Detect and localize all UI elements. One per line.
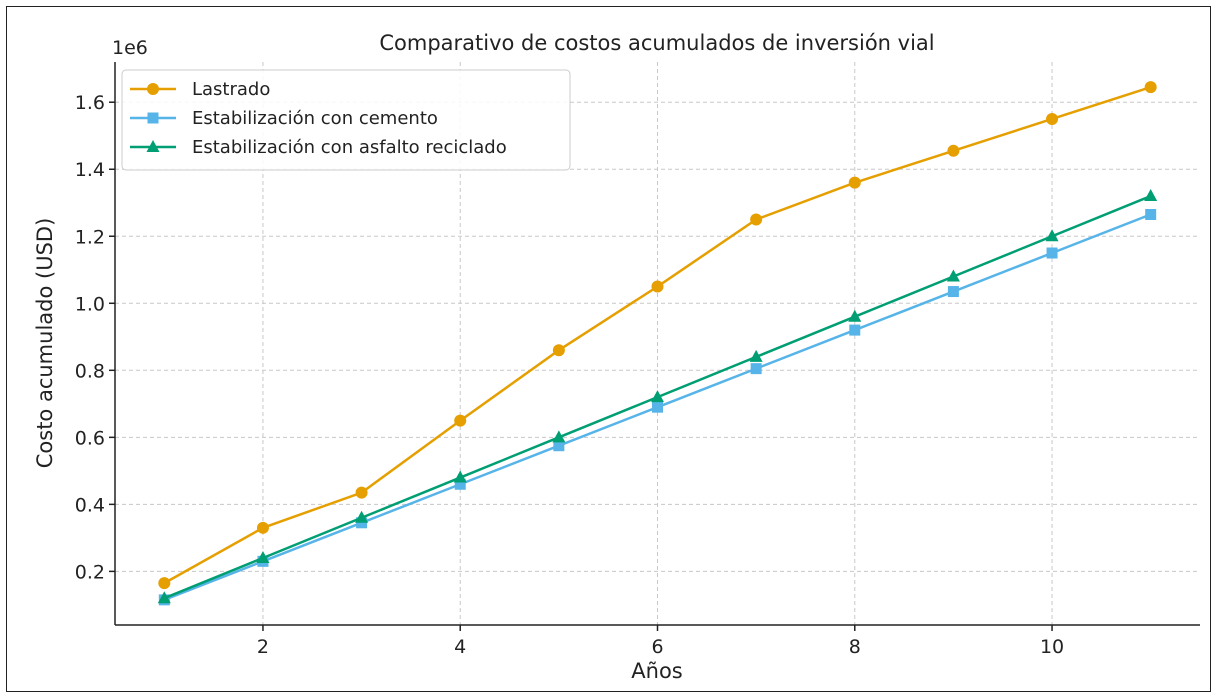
tick-layer: 2 4 6 8 10 0.2 0.4 0.6 0.8 1.0 1.2 1.4 1.6 [75, 92, 1064, 658]
y-tick-label: 1.2 [75, 226, 105, 248]
y-offset-label: 1e6 [112, 37, 148, 59]
data-point [553, 440, 565, 452]
legend-label: Estabilización con asfalto reciclado [192, 137, 507, 158]
data-point [750, 363, 762, 375]
legend-items: Lastrado Estabilización con cemento Estabi… [130, 79, 507, 158]
series-2 [157, 189, 1158, 604]
data-point [947, 144, 960, 157]
data-point [947, 286, 959, 298]
legend-item-2: Estabilización con asfalto reciclado [130, 137, 507, 158]
data-point [652, 401, 663, 413]
data-point [848, 309, 862, 322]
data-point [552, 430, 566, 443]
data-point [256, 521, 269, 534]
data-point [356, 517, 368, 529]
data-point [355, 486, 368, 499]
data-point [651, 390, 664, 403]
x-tick-label: 8 [849, 636, 861, 658]
y-tick-label: 1.4 [75, 159, 105, 181]
legend-marker [147, 83, 159, 95]
legend-item-0: Lastrado [130, 79, 270, 100]
data-point [454, 478, 466, 490]
data-point [749, 349, 763, 362]
data-point [453, 470, 467, 483]
data-point [849, 324, 861, 336]
data-point [158, 577, 171, 590]
data-point [848, 176, 861, 189]
data-point [1046, 112, 1059, 125]
x-tick-label: 6 [651, 636, 663, 658]
legend-label: Estabilización con cemento [192, 108, 438, 129]
series-0 [158, 81, 1157, 590]
data-point [552, 344, 565, 357]
data-point [454, 414, 467, 427]
legend-item-1: Estabilización con cemento [130, 108, 438, 129]
x-tick-label: 2 [257, 636, 269, 658]
chart-title: Comparativo de costos acumulados de inve… [379, 31, 934, 55]
data-point [1145, 208, 1157, 220]
data-point [1144, 81, 1157, 94]
y-tick-label: 0.2 [75, 561, 105, 583]
legend: Lastrado Estabilización con cemento Estabi… [121, 69, 571, 171]
y-tick-label: 1.6 [75, 92, 105, 114]
data-point [1045, 229, 1059, 242]
series-layer [157, 81, 1158, 606]
legend-marker [147, 112, 159, 124]
data-point [157, 591, 171, 604]
legend-marker [146, 140, 160, 152]
y-tick-label: 0.6 [75, 427, 105, 449]
x-axis-label: Años [631, 659, 682, 683]
legend-box [121, 69, 571, 171]
data-point [355, 510, 369, 523]
data-point [1046, 247, 1058, 259]
y-axis-label: Costo acumulado (USD) [33, 218, 57, 469]
x-tick-label: 4 [454, 636, 466, 658]
y-tick-label: 0.8 [75, 360, 105, 382]
data-point [651, 280, 664, 293]
legend-label: Lastrado [192, 79, 270, 100]
data-point [750, 213, 763, 226]
data-point [1144, 189, 1158, 202]
data-point [256, 550, 270, 563]
x-tick-label: 10 [1040, 636, 1064, 658]
y-tick-label: 1.0 [75, 293, 105, 315]
y-tick-label: 0.4 [75, 494, 105, 516]
data-point [946, 269, 960, 282]
